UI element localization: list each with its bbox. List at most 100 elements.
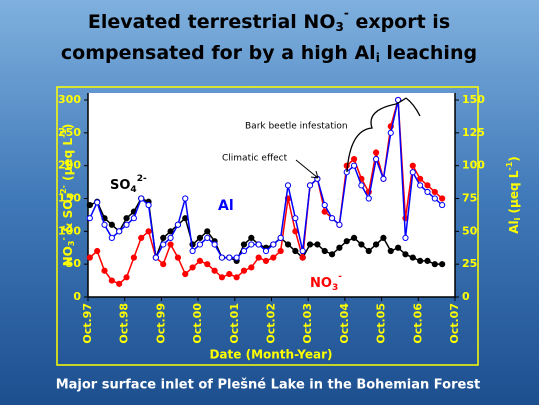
data-point — [196, 257, 204, 264]
data-point — [299, 247, 306, 255]
y2-tick-label: 25 — [462, 257, 477, 270]
label-part: Al — [507, 220, 521, 233]
footer: Major surface inlet of Plešné Lake in th… — [56, 378, 481, 393]
x-tick-label: Oct.02 — [265, 303, 278, 344]
title-part: Elevated terrestrial NO — [88, 11, 336, 33]
data-point — [145, 201, 152, 209]
data-point — [306, 241, 314, 248]
data-point — [343, 238, 350, 245]
label-sub: 3 — [332, 283, 338, 293]
data-point — [160, 241, 167, 248]
data-point — [314, 241, 321, 248]
label-part: ) — [507, 156, 521, 161]
data-point — [240, 241, 248, 248]
y2-tick-label: 100 — [462, 159, 485, 172]
data-point — [439, 261, 446, 268]
data-point — [372, 241, 380, 248]
y-tick-label: 0 — [73, 290, 81, 303]
data-point — [306, 182, 314, 189]
title-sup: - — [344, 6, 349, 20]
data-point — [431, 188, 438, 196]
data-point — [226, 254, 233, 261]
plot: 0 50 100 150 200 250 300 0 25 50 75 100 125 150 Oct.97… — [58, 93, 485, 344]
data-point — [218, 254, 226, 261]
data-point — [86, 215, 93, 222]
data-point — [189, 264, 196, 271]
label-part: (µeq L — [507, 170, 521, 217]
data-point — [336, 221, 343, 228]
data-point — [358, 241, 365, 248]
x-tick-label: Oct.04 — [338, 303, 351, 344]
annotation: Climatic effect — [222, 154, 288, 164]
data-point — [350, 234, 358, 241]
x-tick-label: Oct.98 — [118, 303, 131, 344]
data-point — [409, 162, 416, 169]
data-point — [174, 221, 182, 228]
series-label: SO42- — [110, 174, 147, 195]
data-point — [86, 201, 93, 209]
data-point — [204, 261, 211, 268]
series-label: NO3- — [310, 272, 342, 293]
label-part: NO — [61, 246, 75, 266]
data-point — [130, 215, 137, 222]
data-point — [240, 267, 248, 274]
data-point — [343, 162, 350, 169]
label-sub: i — [513, 217, 522, 220]
label-sub: 4 — [130, 185, 136, 195]
label-part: SO — [110, 178, 130, 193]
data-point — [424, 182, 431, 189]
data-point — [395, 244, 402, 251]
data-point — [365, 195, 372, 202]
arrow — [295, 159, 319, 179]
data-point — [138, 234, 145, 241]
x-tick-label: Oct.05 — [375, 303, 388, 344]
data-point — [182, 270, 189, 278]
data-point — [86, 254, 93, 261]
data-point — [262, 257, 270, 264]
data-point — [167, 228, 174, 235]
label-sub: 3 — [67, 241, 76, 247]
data-point — [372, 149, 380, 156]
data-point — [336, 244, 343, 251]
data-point — [160, 261, 167, 268]
data-point — [270, 254, 277, 261]
data-point — [292, 215, 299, 222]
data-point — [240, 247, 248, 255]
data-point — [292, 247, 299, 255]
series-label: Al — [218, 198, 234, 214]
data-point — [417, 257, 424, 264]
y-tick-label: 200 — [58, 159, 81, 172]
data-point — [380, 234, 387, 241]
data-point — [350, 162, 358, 169]
annotation: Bark beetle infestation — [245, 122, 348, 132]
x-tick-label: Oct.00 — [191, 303, 204, 344]
x-tick-label: Oct.01 — [228, 303, 241, 344]
title-sub: 3 — [335, 20, 343, 34]
bracket — [346, 97, 421, 173]
data-point — [152, 254, 159, 261]
label-part: & SO — [61, 200, 75, 238]
title-part: compensated for by a high Al — [61, 42, 376, 64]
title-sub: i — [376, 51, 380, 65]
data-point — [328, 251, 336, 258]
data-point — [101, 221, 108, 228]
data-point — [328, 215, 336, 222]
data-point — [417, 182, 424, 189]
data-point — [182, 195, 189, 202]
data-point — [108, 277, 115, 284]
chart-frame — [56, 86, 479, 366]
label-sup: - — [59, 237, 68, 240]
data-point — [255, 254, 262, 261]
data-point — [417, 175, 424, 182]
label-sup: 2- — [59, 185, 68, 194]
data-point — [233, 274, 240, 281]
data-point — [431, 261, 438, 268]
data-point — [123, 274, 130, 281]
y-tick-label: 250 — [58, 126, 81, 139]
data-point — [262, 247, 270, 255]
label-part: ) — [61, 124, 75, 129]
data-point — [409, 254, 416, 261]
label-sup: -1 — [59, 129, 68, 138]
data-point — [94, 247, 101, 255]
